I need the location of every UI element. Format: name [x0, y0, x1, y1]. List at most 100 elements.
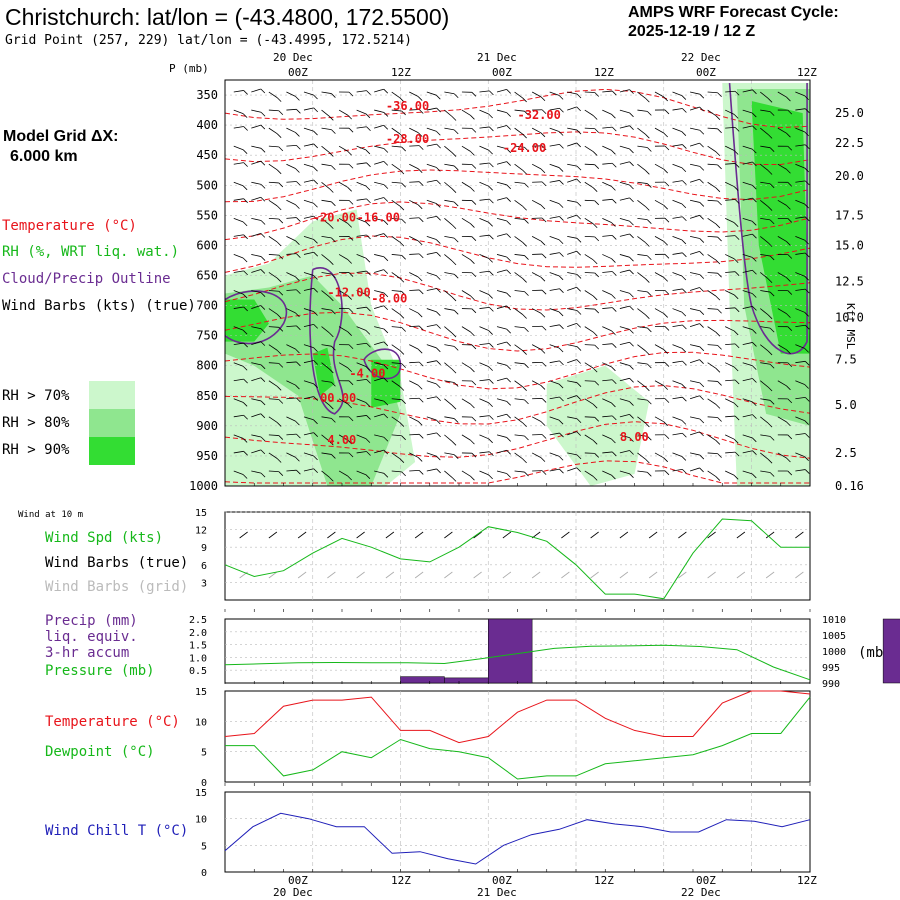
wind-barb-flag [611, 438, 616, 444]
wind-barb-flag [260, 111, 266, 117]
kft-tick-3: 17.5 [835, 208, 864, 222]
wind-barb-staff [760, 470, 771, 473]
wind-barb-staff [233, 162, 244, 165]
wind-barb-flag [647, 435, 652, 441]
wind-barb-flag [260, 160, 266, 166]
wind-barb-flag [559, 107, 564, 113]
wind-barb-staff [356, 451, 367, 454]
wind-barb-staff [742, 342, 753, 346]
wind-barb-flag [436, 130, 441, 136]
wind-barb-flag [365, 366, 371, 371]
wind-barb-staff [461, 362, 471, 369]
wind-barb-flag [769, 400, 775, 405]
wind-barb-flag [348, 272, 354, 277]
wind-barb-flag [401, 363, 406, 368]
wind-barb-flag [682, 432, 687, 438]
wind-barb-staff [514, 199, 523, 207]
wind-barb-flag [594, 308, 600, 314]
wind-barb-flag [451, 116, 457, 121]
wind-barb-flag [436, 107, 441, 113]
pressure-tick-700: 700 [196, 299, 218, 313]
wind-barb-staff [391, 199, 401, 207]
wind-barb-staff [356, 326, 367, 331]
wind-barb-flag [365, 402, 371, 407]
wind-barb-flag [647, 255, 652, 261]
legend-wind-chill: Wind Chill T (°C) [45, 823, 189, 839]
wind-barb-staff [426, 344, 437, 349]
wind-barb-staff [444, 145, 453, 153]
wind-barb-flag [347, 331, 352, 336]
wind-barb-staff [233, 270, 244, 273]
wind-barb-flag [629, 233, 634, 239]
wind-barb-flag [804, 397, 810, 402]
wind-barb-flag [260, 364, 266, 370]
temperature-contour-5 [224, 272, 811, 311]
wind-barb-flag [752, 378, 757, 383]
wind-barb-flag [471, 236, 477, 241]
wind-barb-flag [260, 305, 266, 310]
wind-barb-staff [654, 380, 664, 386]
wind-barb-staff [707, 326, 717, 333]
wind-barb-staff [251, 145, 262, 149]
wind-barb-flag [540, 96, 546, 102]
wind-barb-staff [391, 272, 401, 279]
wind-barb-flag [453, 454, 459, 459]
wind-barb-flag [417, 96, 423, 101]
wind-barb-flag [540, 276, 546, 282]
wind-barb-staff [725, 217, 735, 224]
wind-barb-staff [479, 234, 490, 237]
wind-barb-staff [514, 254, 525, 256]
wind-barb-flag [383, 341, 389, 347]
wind10-barb-true [239, 531, 248, 539]
wind-barb-flag [611, 330, 616, 336]
wind-barb-flag [348, 163, 354, 169]
wind-barb-staff [496, 181, 507, 186]
wind-barb-flag [488, 438, 493, 444]
wind-barb-flag [418, 361, 424, 367]
wind-barb-flag [436, 311, 441, 317]
wind-barb-staff [795, 469, 806, 472]
wind-barb-flag [260, 148, 266, 153]
wind10-barb-grid [268, 571, 278, 579]
wind-barb-staff [374, 305, 384, 309]
wind-barb-flag [804, 203, 809, 209]
wind-barb-staff [356, 270, 367, 273]
wind-barb-flag [313, 179, 319, 185]
wind-barb-staff [479, 379, 490, 382]
wind-barb-staff [426, 215, 437, 219]
wind-barb-flag [399, 97, 405, 103]
rh-shade-3 [312, 347, 335, 396]
wind-barb-flag [715, 295, 721, 301]
wind-barb-flag [242, 257, 248, 263]
wind-barb-staff [777, 127, 787, 134]
wind-barb-flag [471, 308, 477, 314]
wind-barb-flag [786, 205, 791, 210]
wind-barb-staff [233, 109, 244, 114]
wind-barb-staff [268, 290, 279, 292]
wind-barb-flag [663, 168, 668, 174]
wind-barb-staff [602, 451, 613, 454]
wind-barb-flag [347, 114, 352, 120]
wind-barb-staff [251, 377, 261, 382]
wind-barb-staff [760, 398, 771, 401]
wind-barb-staff [637, 145, 648, 148]
wind-barb-staff [496, 109, 507, 114]
wind-barb-flag [611, 150, 616, 155]
wind-barb-staff [672, 452, 683, 457]
wind-barb-flag [470, 295, 475, 301]
wind-barb-staff [391, 416, 401, 423]
wind-barb-flag [576, 178, 581, 184]
wind-barb-flag [647, 219, 652, 224]
wind-barb-flag [296, 469, 301, 475]
wind-barb-staff [619, 109, 630, 114]
wind-barb-staff [444, 163, 455, 167]
wind-barb-staff [374, 197, 384, 201]
wind-barb-staff [795, 288, 806, 291]
wind-barb-staff [391, 217, 402, 220]
wind-barb-staff [602, 217, 612, 223]
temperature-contour-2 [224, 169, 811, 203]
wind-barb-flag [592, 187, 598, 192]
wind-barb-flag [787, 145, 793, 151]
legend-cloud: Cloud/Precip Outline [2, 271, 171, 287]
wind-barb-staff [268, 236, 278, 243]
